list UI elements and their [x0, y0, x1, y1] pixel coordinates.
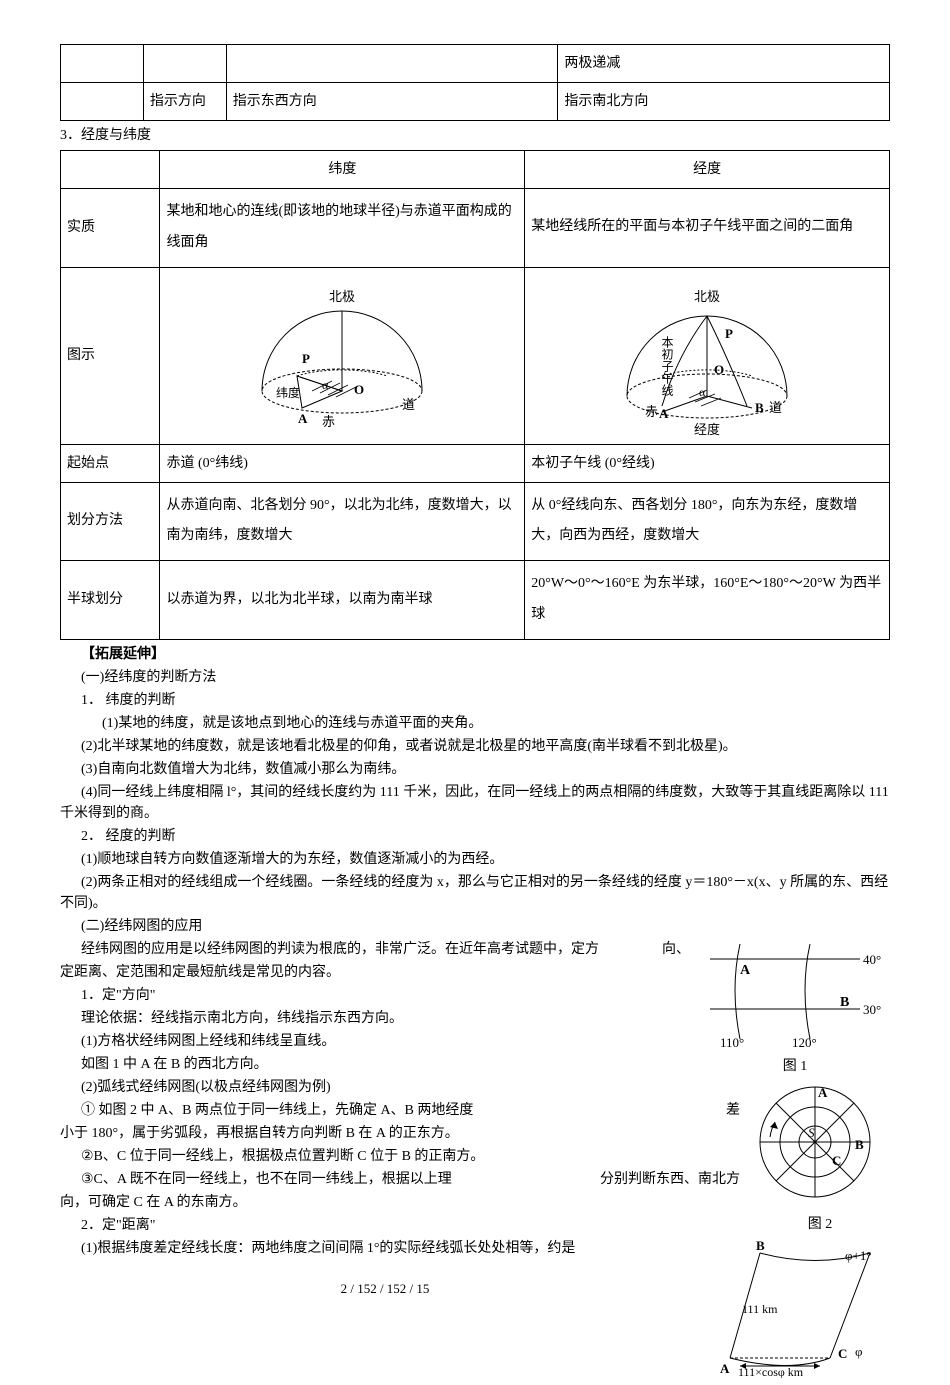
cell: 两极递减 — [564, 56, 620, 71]
lbl-north: 北极 — [329, 289, 355, 304]
fig2-S: S — [808, 1125, 815, 1140]
lbl-alpha: α — [322, 378, 329, 392]
s1-1-1: (1)某地的纬度，就是该地点到地心的连线与赤道平面的夹角。 — [60, 713, 890, 734]
s1-1: 1． 纬度的判断 — [60, 690, 890, 711]
row-label: 划分方法 — [67, 513, 123, 528]
cell: 以赤道为界，以北为北半球，以南为南半球 — [166, 592, 432, 607]
fig3-A: A — [720, 1361, 730, 1376]
figure-2-box: S A B C 图 2 — [750, 1077, 890, 1235]
s1-1-3: (3)自南向北数值增大为北纬，数值减小那么为南纬。 — [60, 759, 890, 780]
lbl-eq: 道 — [769, 400, 782, 415]
fig2-A: A — [818, 1085, 828, 1100]
lbl-A: A — [298, 411, 308, 426]
s2: (二)经纬网图的应用 — [60, 916, 890, 937]
fig1-30: 30° — [863, 1002, 881, 1017]
fig3-B: B — [756, 1238, 765, 1253]
row-label: 图示 — [67, 348, 95, 363]
lbl-P: P — [302, 351, 310, 366]
fig1-B: B — [840, 995, 849, 1010]
lbl-O: O — [714, 362, 724, 377]
table-lon-lat: 纬度 经度 实质 某地和地心的连线(即该地的地球半径)与赤道平面构成的线面角 某… — [60, 150, 890, 640]
lbl-eq1: 赤 — [322, 414, 335, 429]
s1-2: 2． 经度的判断 — [60, 826, 890, 847]
fig3-C: C — [838, 1346, 847, 1361]
lbl-A: A — [659, 406, 669, 421]
fig2-caption: 图 2 — [750, 1214, 890, 1235]
s1-2-1: (1)顺地球自转方向数值逐渐增大的为东经，数值逐渐减小的为西经。 — [60, 849, 890, 870]
cell: 指示南北方向 — [564, 94, 648, 109]
fig1-caption: 图 1 — [700, 1056, 890, 1077]
heading-lon-lat: 3．经度与纬度 — [60, 125, 890, 146]
cell: 某地经线所在的平面与本初子午线平面之间的二面角 — [531, 219, 853, 234]
fig1-120: 120° — [792, 1035, 817, 1049]
col-header-lat: 纬度 — [328, 162, 356, 177]
fig3-111km: 111 km — [742, 1302, 778, 1316]
col-header-lon: 经度 — [693, 162, 721, 177]
figure-2: S A B C — [750, 1077, 890, 1207]
lbl-prime: 本初子午线 — [660, 335, 674, 395]
section-extension: 【拓展延伸】 — [60, 644, 890, 665]
row-label: 实质 — [67, 220, 95, 235]
figure-1-box: A B 40° 30° 110° 120° 图 1 — [700, 939, 890, 1077]
fig2-B: B — [855, 1137, 864, 1152]
fig1-40: 40° — [863, 952, 881, 967]
figure-3: A B C φ φ+1° 111 km 111×cosφ km — [720, 1238, 890, 1378]
row-label: 起始点 — [67, 456, 109, 471]
lbl-alpha: α — [699, 385, 706, 399]
lbl-eq-pre: 赤 — [645, 404, 658, 419]
cell: 赤道 (0°纬线) — [166, 456, 247, 471]
figure-3-box: A B C φ φ+1° 111 km 111×cosφ km — [720, 1238, 890, 1385]
fig3-phi1: φ+1° — [845, 1248, 872, 1263]
lbl-B: B — [755, 400, 764, 415]
row-label: 半球划分 — [67, 592, 123, 607]
lbl-lat: 纬度 — [276, 385, 300, 400]
cell: 指示东西方向 — [233, 94, 317, 109]
cell: 本初子午线 (0°经线) — [531, 456, 654, 471]
fig1-110: 110° — [720, 1035, 744, 1049]
lbl-P: P — [725, 326, 733, 341]
cell: 指示方向 — [150, 94, 206, 109]
s1: (一)经纬度的判断方法 — [60, 667, 890, 688]
table-direction: 两极递减 指示方向 指示东西方向 指示南北方向 — [60, 44, 890, 121]
lbl-O: O — [354, 382, 364, 397]
figure-1: A B 40° 30° 110° 120° — [700, 939, 890, 1049]
fig3-coskm: 111×cosφ km — [738, 1365, 804, 1378]
cell: 从赤道向南、北各划分 90°，以北为北纬，度数增大，以南为南纬，度数增大 — [166, 498, 511, 544]
lbl-eq2: 道 — [402, 397, 415, 412]
s1-1-4: (4)同一经线上纬度相隔 l°，其间的经线长度约为 111 千米，因此，在同一经… — [60, 782, 890, 824]
lbl-north: 北极 — [694, 289, 720, 304]
diagram-longitude: 北极 本初子午线 P O α 赤 A B 道 经度 — [531, 276, 883, 436]
s1-1-2: (2)北半球某地的纬度数，就是该地看北极星的仰角，或者说就是北极星的地平高度(南… — [60, 736, 890, 757]
fig1-A: A — [740, 963, 751, 978]
cell: 某地和地心的连线(即该地的地球半径)与赤道平面构成的线面角 — [166, 204, 511, 250]
lbl-lon: 经度 — [694, 422, 720, 436]
cell: 20°W～0°～160°E 为东半球，160°E～180°～20°W 为西半球 — [531, 576, 881, 622]
fig3-phi: φ — [855, 1344, 863, 1359]
s1-2-2: (2)两条正相对的经线组成一个经线圈。一条经线的经度为 x，那么与它正相对的另一… — [60, 872, 890, 914]
cell: 从 0°经线向东、西各划分 180°，向东为东经，度数增大，向西为西经，度数增大 — [531, 498, 857, 544]
diagram-latitude: 北极 P 纬度 α O A 赤 道 — [166, 281, 518, 431]
fig2-C: C — [832, 1153, 841, 1168]
